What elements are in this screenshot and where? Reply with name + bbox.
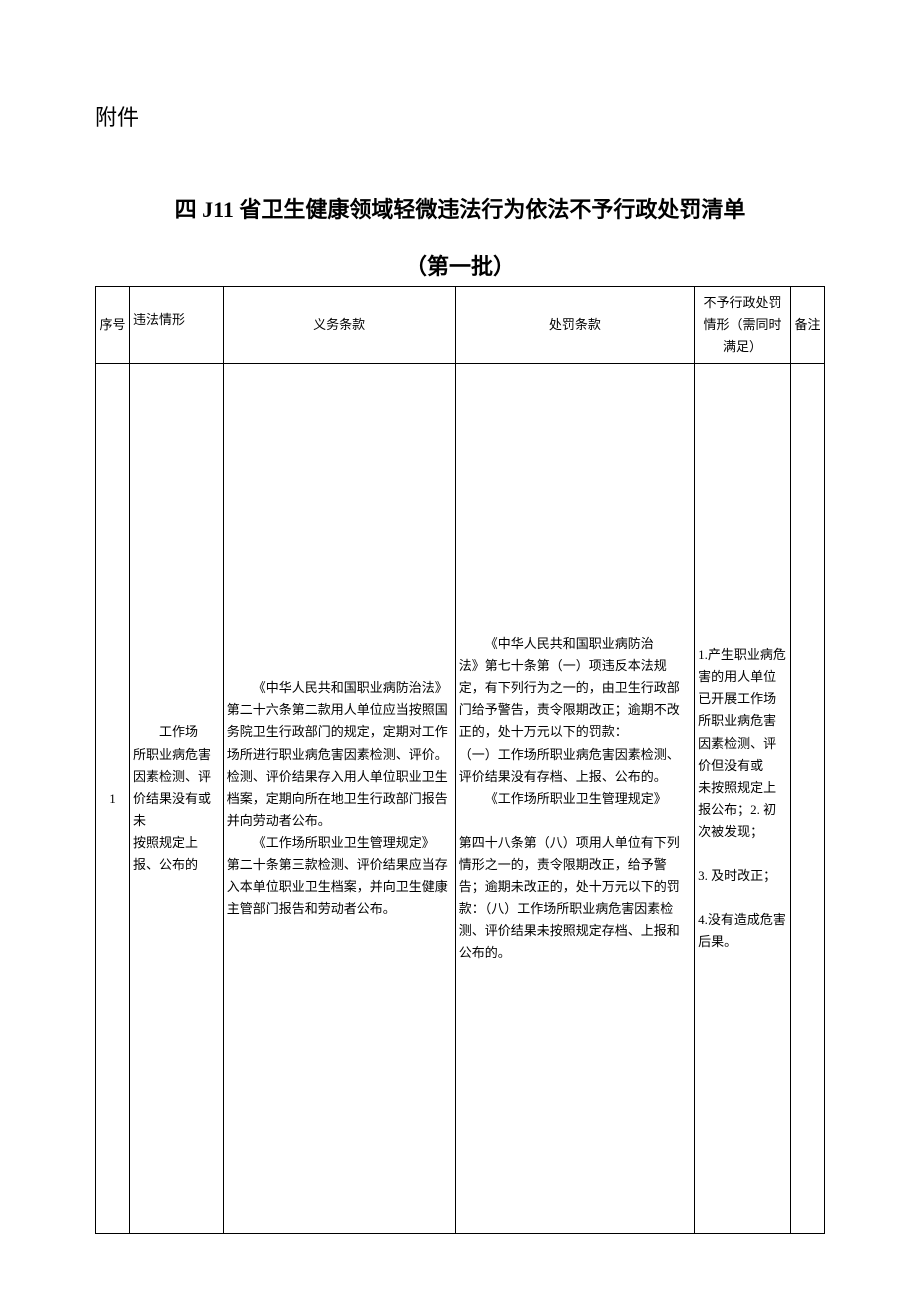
regulation-table: 序号 违法情形 义务条款 处罚条款 不予行政处罚情形（需同时满足） 备注 1 工… [95,286,825,1234]
obligation-p2-indent: 《工作场所职业卫生管理规定》 [227,832,452,854]
table-header-row: 序号 违法情形 义务条款 处罚条款 不予行政处罚情形（需同时满足） 备注 [96,287,825,364]
header-penalty: 处罚条款 [455,287,694,364]
header-violation: 违法情形 [130,287,224,364]
penalty-p3-indent: 《工作场所职业卫生管理规定》 [459,788,691,810]
cell-obligation: 《中华人民共和国职业病防治法》 第二十六条第二款用人单位应当按照国务院卫生行政部… [223,364,455,1234]
violation-rest: 所职业病危害因素检测、评价结果没有或未 按照规定上报、公布的 [133,747,211,872]
cell-remark [790,364,824,1234]
cell-no: 1 [96,364,130,1234]
header-condition: 不予行政处罚情形（需同时满足） [695,287,791,364]
cell-violation: 工作场 所职业病危害因素检测、评价结果没有或未 按照规定上报、公布的 [130,364,224,1234]
cell-condition: 1.产生职业病危害的用人单位已开展工作场所职业病危害因素检测、评价但没有或 未按… [695,364,791,1234]
table-row: 1 工作场 所职业病危害因素检测、评价结果没有或未 按照规定上报、公布的 《中华… [96,364,825,1234]
obligation-p1-rest: 第二十六条第二款用人单位应当按照国务院卫生行政部门的规定，定期对工作场所进行职业… [227,702,448,827]
violation-indent: 工作场 [133,721,220,743]
obligation-p1-indent: 《中华人民共和国职业病防治法》 [227,677,452,699]
sub-title: （第一批） [95,249,825,281]
penalty-p4: 第四十八条第（八）项用人单位有下列情形之一的，责令限期改正，给予警告；逾期未改正… [459,835,680,960]
main-title: 四 J11 省卫生健康领域轻微违法行为依法不予行政处罚清单 [95,192,825,224]
penalty-p1-indent: 《中华人民共和国职业病防治 [459,633,691,655]
cell-penalty: 《中华人民共和国职业病防治 法》第七十条第（一）项违反本法规定，有下列行为之一的… [455,364,694,1234]
attachment-label: 附件 [95,100,825,132]
header-remark: 备注 [790,287,824,364]
penalty-p2: （一）工作场所职业病危害因素检测、评价结果没有存档、上报、公布的。 [459,744,691,788]
obligation-p2-rest: 第二十条第三款检测、评价结果应当存入本单位职业卫生档案，并向卫生健康主管部门报告… [227,857,448,916]
header-obligation: 义务条款 [223,287,455,364]
penalty-p1-rest: 法》第七十条第（一）项违反本法规定，有下列行为之一的，由卫生行政部门给予警告，责… [459,658,680,739]
header-no: 序号 [96,287,130,364]
